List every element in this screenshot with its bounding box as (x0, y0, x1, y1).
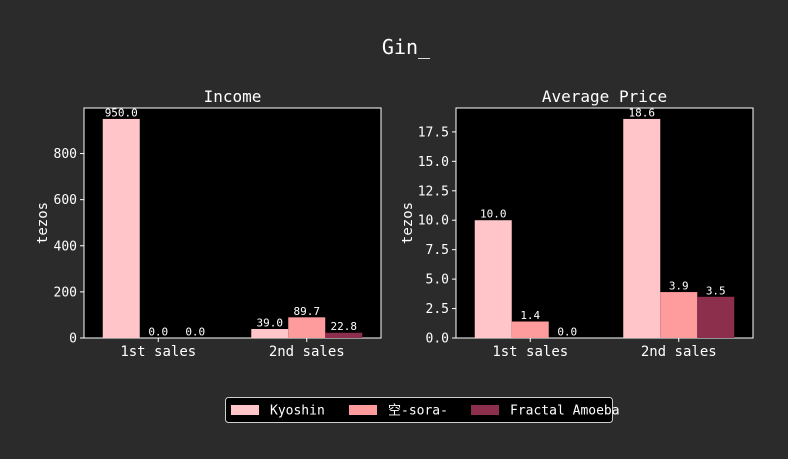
subplot-2: Average Price tezos 0.0 2.5 5.0 7.5 10.0 12.5 15… (400, 87, 754, 360)
bar (511, 321, 549, 338)
bar-data-label: 39.0 (257, 317, 284, 330)
bar (251, 329, 289, 338)
x-tick-label: 1st sales (120, 344, 196, 360)
bar-data-label: 0.0 (148, 326, 168, 339)
x-tick-label: 1st sales (492, 344, 568, 360)
bar (102, 118, 140, 338)
bar (474, 220, 512, 338)
y-tick-label: 12.5 (418, 184, 449, 199)
bar (697, 296, 735, 338)
y-tick-label: 15.0 (418, 155, 449, 170)
bar-data-label: 0.0 (185, 326, 205, 339)
legend-swatch (471, 405, 499, 415)
y-tick-label: 10.0 (418, 214, 449, 229)
figure-title: Gin_ (382, 35, 431, 59)
bar-data-label: 22.8 (331, 320, 358, 333)
y-tick-label: 2.5 (426, 302, 449, 317)
y-tick-label: 17.5 (418, 125, 449, 140)
x-tick-label: 2nd sales (269, 344, 345, 360)
bar (288, 317, 326, 338)
y-tick-label: 200 (54, 285, 77, 300)
y-axis-label: tezos (35, 202, 51, 244)
y-tick-label: 0.0 (426, 332, 449, 347)
bar (660, 292, 698, 338)
y-tick-label: 600 (54, 193, 77, 208)
bar-data-label: 18.6 (629, 106, 656, 119)
legend-label: 空-sora- (388, 404, 448, 419)
legend-label: Kyoshin (270, 404, 325, 419)
bar-data-label: 950.0 (105, 106, 138, 119)
y-tick-label: 5.0 (426, 273, 449, 288)
y-tick-label: 0 (69, 332, 77, 347)
bar-data-label: 1.4 (520, 309, 540, 322)
bar (325, 332, 363, 338)
subplot-title: Average Price (542, 87, 667, 106)
y-tick-label: 800 (54, 147, 77, 162)
legend-swatch (349, 405, 377, 415)
x-tick-label: 2nd sales (641, 344, 717, 360)
legend-swatch (231, 405, 259, 415)
legend-label: Fractal Amoeba (510, 404, 620, 419)
y-tick-label: 7.5 (426, 243, 449, 258)
bar (623, 118, 661, 338)
subplot-1: Income tezos 0 200 400 600 800 1st sales 950.0 0.… (35, 87, 382, 360)
subplots: Income tezos 0 200 400 600 800 1st sales 950.0 0.… (35, 87, 754, 360)
bar-data-label: 0.0 (557, 326, 577, 339)
legend-box (225, 397, 613, 423)
bar-data-label: 3.5 (706, 284, 726, 297)
bar-data-label: 3.9 (669, 280, 689, 293)
y-tick-label: 400 (54, 239, 77, 254)
bar-data-label: 10.0 (480, 208, 507, 221)
bar-data-label: 89.7 (294, 305, 321, 318)
subplot-title: Income (204, 87, 262, 106)
y-axis-label: tezos (400, 202, 416, 244)
legend: Kyoshin 空-sora- Fractal Amoeba (225, 397, 620, 423)
